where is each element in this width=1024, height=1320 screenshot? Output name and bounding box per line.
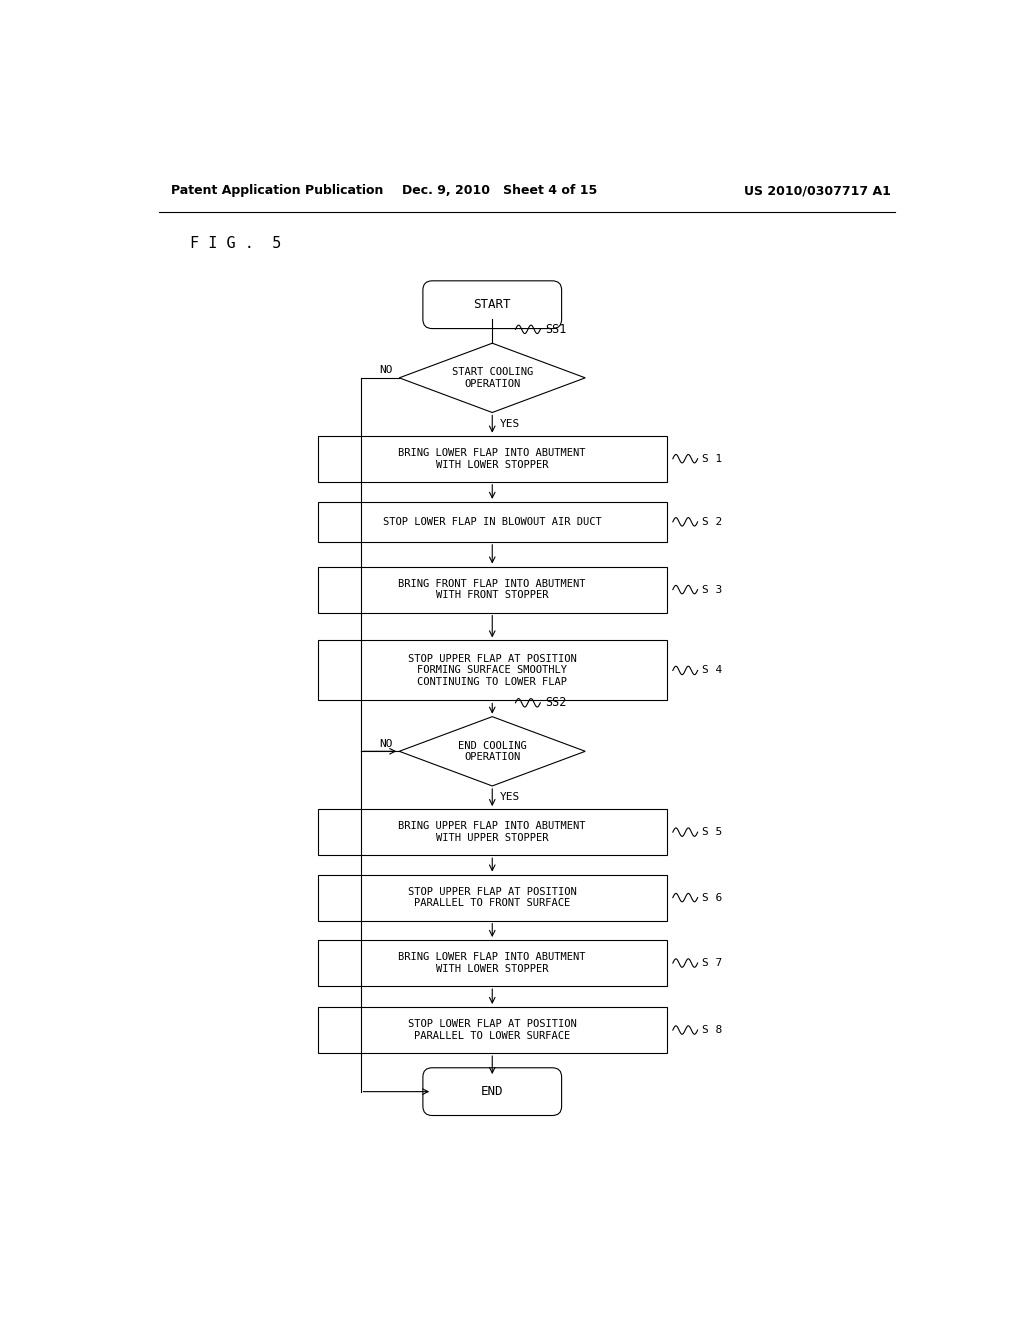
FancyBboxPatch shape <box>317 809 667 855</box>
Text: STOP UPPER FLAP AT POSITION
PARALLEL TO FRONT SURFACE: STOP UPPER FLAP AT POSITION PARALLEL TO … <box>408 887 577 908</box>
Text: END: END <box>481 1085 504 1098</box>
FancyBboxPatch shape <box>317 566 667 612</box>
Text: SS2: SS2 <box>545 696 566 709</box>
FancyBboxPatch shape <box>317 940 667 986</box>
Text: S 8: S 8 <box>701 1026 722 1035</box>
Text: S 4: S 4 <box>701 665 722 676</box>
Polygon shape <box>399 717 586 785</box>
Text: S 7: S 7 <box>701 958 722 968</box>
Text: END COOLING
OPERATION: END COOLING OPERATION <box>458 741 526 762</box>
Text: BRING UPPER FLAP INTO ABUTMENT
WITH UPPER STOPPER: BRING UPPER FLAP INTO ABUTMENT WITH UPPE… <box>398 821 586 843</box>
Text: BRING FRONT FLAP INTO ABUTMENT
WITH FRONT STOPPER: BRING FRONT FLAP INTO ABUTMENT WITH FRON… <box>398 578 586 601</box>
Text: US 2010/0307717 A1: US 2010/0307717 A1 <box>744 185 891 197</box>
Text: START COOLING
OPERATION: START COOLING OPERATION <box>452 367 532 388</box>
Text: YES: YES <box>500 792 520 803</box>
FancyBboxPatch shape <box>317 502 667 543</box>
Text: YES: YES <box>500 418 520 429</box>
Text: S 2: S 2 <box>701 517 722 527</box>
Text: NO: NO <box>380 366 393 375</box>
Polygon shape <box>399 343 586 413</box>
Text: NO: NO <box>380 739 393 748</box>
FancyBboxPatch shape <box>317 436 667 482</box>
FancyBboxPatch shape <box>317 640 667 701</box>
Text: START: START <box>473 298 511 312</box>
Text: STOP LOWER FLAP IN BLOWOUT AIR DUCT: STOP LOWER FLAP IN BLOWOUT AIR DUCT <box>383 517 602 527</box>
Text: S 5: S 5 <box>701 828 722 837</box>
FancyBboxPatch shape <box>423 281 561 329</box>
FancyBboxPatch shape <box>317 875 667 921</box>
Text: SS1: SS1 <box>545 323 566 335</box>
Text: STOP LOWER FLAP AT POSITION
PARALLEL TO LOWER SURFACE: STOP LOWER FLAP AT POSITION PARALLEL TO … <box>408 1019 577 1041</box>
Text: BRING LOWER FLAP INTO ABUTMENT
WITH LOWER STOPPER: BRING LOWER FLAP INTO ABUTMENT WITH LOWE… <box>398 952 586 974</box>
Text: S 3: S 3 <box>701 585 722 594</box>
Text: F I G .  5: F I G . 5 <box>190 235 282 251</box>
Text: Dec. 9, 2010   Sheet 4 of 15: Dec. 9, 2010 Sheet 4 of 15 <box>402 185 598 197</box>
Text: S 6: S 6 <box>701 892 722 903</box>
Text: STOP UPPER FLAP AT POSITION
FORMING SURFACE SMOOTHLY
CONTINUING TO LOWER FLAP: STOP UPPER FLAP AT POSITION FORMING SURF… <box>408 653 577 686</box>
Text: BRING LOWER FLAP INTO ABUTMENT
WITH LOWER STOPPER: BRING LOWER FLAP INTO ABUTMENT WITH LOWE… <box>398 447 586 470</box>
FancyBboxPatch shape <box>317 1007 667 1053</box>
Text: S 1: S 1 <box>701 454 722 463</box>
Text: Patent Application Publication: Patent Application Publication <box>171 185 383 197</box>
FancyBboxPatch shape <box>423 1068 561 1115</box>
